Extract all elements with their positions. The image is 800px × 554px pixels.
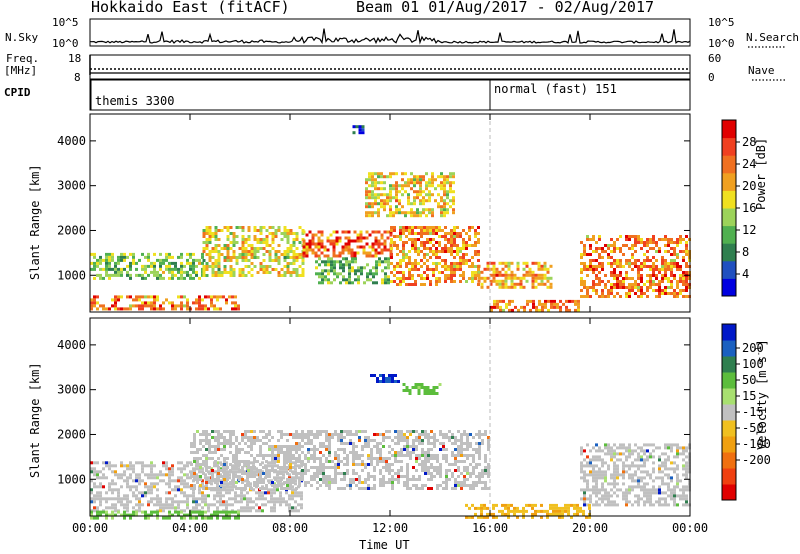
echo-field-velocity: [90, 374, 691, 520]
colorbar-tick-power-5: 24: [742, 157, 756, 171]
cpid-segment-1: themis 3300: [95, 94, 175, 108]
colorbar-tick-power-6: 28: [742, 135, 756, 149]
colorbar-tick-power-1: 8: [742, 245, 749, 259]
ytick-label-power-2: 3000: [57, 179, 86, 193]
colorbar-tick-velocity-1: 100: [742, 357, 764, 371]
nsky-tick-top: 10^5: [52, 16, 79, 29]
colorbar-swatch-velocity-6: [722, 388, 736, 405]
colorbar-swatch-velocity-0: [722, 484, 736, 501]
colorbar-swatch-velocity-4: [722, 420, 736, 437]
xtick-label-0: 00:00: [72, 521, 108, 535]
xaxis-label: Time UT: [359, 538, 410, 552]
beam-title: Beam 01 01/Aug/2017 - 02/Aug/2017: [356, 0, 655, 16]
colorbar-swatch-power-4: [722, 208, 736, 227]
colorbar-tick-power-2: 12: [742, 223, 756, 237]
colorbar-swatch-velocity-9: [722, 340, 736, 357]
colorbar-tick-power-4: 20: [742, 179, 756, 193]
colorbar-tick-velocity-4: -15: [742, 405, 764, 419]
xtick-label-2: 08:00: [272, 521, 308, 535]
colorbar-swatch-power-8: [722, 137, 736, 156]
cpid-segment-2: normal (fast) 151: [494, 82, 617, 96]
nsearch-tick-top: 10^5: [708, 16, 735, 29]
power-colorbar-label: Power [dB]: [754, 137, 768, 210]
colorbar-swatch-velocity-10: [722, 324, 736, 341]
nsky-frame: [89, 18, 691, 47]
colorbar-swatch-power-1: [722, 260, 736, 279]
cpid-frame: [89, 79, 691, 111]
colorbar-tick-velocity-0: 200: [742, 341, 764, 355]
xtick-label-5: 20:00: [572, 521, 608, 535]
freq-tick-bottom: 8: [74, 71, 81, 84]
colorbar-tick-velocity-6: -100: [742, 437, 771, 451]
colorbar-swatch-power-7: [722, 155, 736, 174]
xtick-label-6: 00:00: [672, 521, 708, 535]
ytick-label-power-3: 4000: [57, 134, 86, 148]
colorbar-tick-power-3: 16: [742, 201, 756, 215]
colorbar-swatch-power-6: [722, 172, 736, 191]
nsky-line: [90, 28, 691, 45]
freq-label-2: [MHz]: [4, 64, 38, 77]
colorbar-tick-power-0: 4: [742, 267, 749, 281]
freq-frame: [89, 54, 691, 80]
colorbar-swatch-velocity-1: [722, 468, 736, 485]
ytick-label-power-1: 2000: [57, 223, 86, 237]
xtick-label-4: 16:00: [472, 521, 508, 535]
nsearch-label: N.Search: [746, 31, 799, 44]
colorbar-swatch-velocity-2: [722, 452, 736, 469]
ytick-label-velocity-2: 3000: [57, 383, 86, 397]
colorbar-swatch-power-5: [722, 190, 736, 209]
freq-tick-top: 18: [68, 52, 82, 65]
colorbar-tick-velocity-5: -50: [742, 421, 764, 435]
colorbar-swatch-power-0: [722, 278, 736, 297]
colorbar-swatch-power-3: [722, 225, 736, 244]
ytick-label-velocity-0: 1000: [57, 472, 86, 486]
velocity-colorbar-label: Velocity [m s-1]: [754, 339, 769, 450]
colorbar-tick-velocity-7: -200: [742, 453, 771, 467]
radar-title: Hokkaido East (fitACF): [91, 0, 290, 16]
colorbar-tick-velocity-2: 50: [742, 373, 756, 387]
power-ylabel: Slant Range [km]: [28, 164, 42, 280]
ytick-label-velocity-1: 2000: [57, 427, 86, 441]
colorbar-tick-velocity-3: 15: [742, 389, 756, 403]
nave-label: Nave: [748, 64, 775, 77]
nsky-label: N.Sky: [5, 31, 39, 44]
colorbar-swatch-velocity-7: [722, 372, 736, 389]
freq-label-1: Freq.: [6, 52, 40, 65]
cpid-label: CPID: [4, 86, 31, 99]
echo-field-power: [90, 125, 691, 312]
nave-tick-bottom: 0: [708, 71, 715, 84]
colorbar-swatch-velocity-8: [722, 356, 736, 373]
nsky-tick-bottom: 10^0: [52, 37, 79, 50]
ytick-label-velocity-3: 4000: [57, 338, 86, 352]
xtick-label-1: 04:00: [172, 521, 208, 535]
nave-tick-top: 60: [708, 52, 722, 65]
xtick-label-3: 12:00: [372, 521, 408, 535]
colorbar-swatch-power-9: [722, 120, 736, 139]
velocity-ylabel: Slant Range [km]: [28, 362, 42, 478]
colorbar-swatch-velocity-3: [722, 436, 736, 453]
ytick-label-power-0: 1000: [57, 268, 86, 282]
colorbar-swatch-velocity-5: [722, 404, 736, 421]
colorbar-swatch-power-2: [722, 243, 736, 262]
nsearch-tick-bottom: 10^0: [708, 37, 735, 50]
